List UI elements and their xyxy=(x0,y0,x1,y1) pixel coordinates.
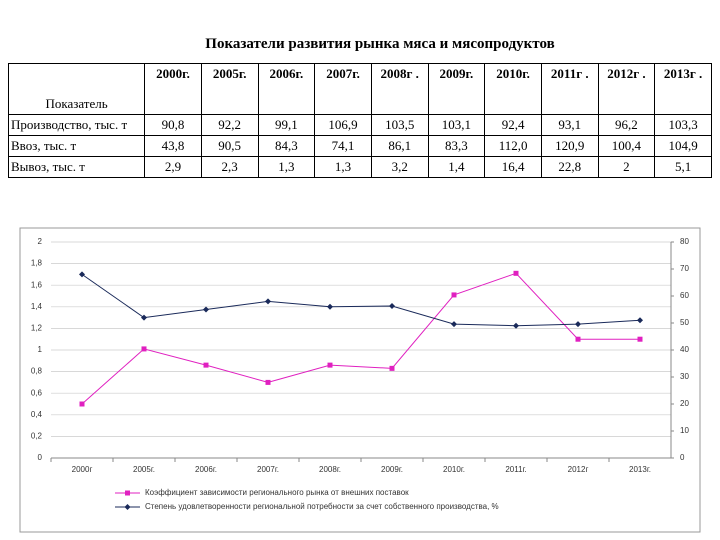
y2-tick-label: 80 xyxy=(680,237,689,246)
y-tick-label: 0,8 xyxy=(31,367,43,376)
y-tick-label: 0,6 xyxy=(31,388,43,397)
data-table: Показатель 2000г. 2005г. 2006г. 2007г. 2008г … xyxy=(7,63,712,178)
table-cell: 1,3 xyxy=(257,156,316,178)
table-cell: 2,3 xyxy=(200,156,259,178)
y-tick-label: 0,4 xyxy=(31,410,43,419)
table-cell: 92,4 xyxy=(484,114,542,136)
point xyxy=(141,346,147,352)
table-cell: 2008г . xyxy=(370,63,429,115)
point xyxy=(265,298,271,305)
table-row: Вывоз, тыс. т 2,9 2,3 1,3 1,3 3,2 1,4 16,4 22,8 2… xyxy=(7,156,712,178)
table-cell: 2006г. xyxy=(257,63,316,115)
legend-marker xyxy=(125,490,130,496)
legend-label: Коэффициент зависимости регионального ры… xyxy=(145,488,409,497)
x-tick-label: 2005г. xyxy=(133,465,155,474)
point xyxy=(575,336,581,342)
x-tick-label: 2011г. xyxy=(505,465,526,474)
table-row: Производство, тыс. т 90,8 92,2 99,1 106,9 103… xyxy=(7,114,712,136)
table-cell: Показатель xyxy=(7,63,146,115)
x-tick-label: 2009г. xyxy=(381,465,403,474)
point xyxy=(327,362,333,368)
point xyxy=(637,336,643,342)
table-cell: 104,9 xyxy=(654,135,712,157)
y2-tick-label: 50 xyxy=(680,318,689,327)
y-tick-label: 1,4 xyxy=(31,302,43,311)
table-cell: 96,2 xyxy=(597,114,656,136)
point xyxy=(389,302,395,309)
table-cell: 43,8 xyxy=(144,135,202,157)
table-cell: 2010г. xyxy=(484,63,542,115)
table-cell: 2007г. xyxy=(314,63,372,115)
table-cell: 120,9 xyxy=(540,135,599,157)
x-tick-label: 2008г. xyxy=(319,465,341,474)
point xyxy=(203,362,209,368)
point xyxy=(451,292,457,298)
table-cell: 1,3 xyxy=(314,156,372,178)
y-tick-label: 2 xyxy=(38,237,43,246)
chart-frame xyxy=(19,227,701,533)
point xyxy=(637,317,643,324)
table-cell: 93,1 xyxy=(540,114,599,136)
legend-label: Степень удовлетворенности региональной п… xyxy=(145,502,499,511)
y-tick-label: 1 xyxy=(38,345,43,354)
point xyxy=(203,306,209,313)
y2-tick-label: 40 xyxy=(680,345,689,354)
table-cell: Производство, тыс. т xyxy=(7,114,146,136)
table-cell: 3,2 xyxy=(370,156,429,178)
y-tick-label: 1,2 xyxy=(31,324,43,333)
y-tick-label: 0 xyxy=(38,453,43,462)
y2-tick-label: 0 xyxy=(680,453,685,462)
table-cell: Вывоз, тыс. т xyxy=(7,156,146,178)
point xyxy=(575,321,581,328)
table-cell: 2012г . xyxy=(597,63,656,115)
point xyxy=(389,365,395,371)
series-line xyxy=(81,272,640,405)
x-tick-label: 2006г. xyxy=(195,465,217,474)
y-tick-label: 1,6 xyxy=(31,280,43,289)
table-row: Показатель 2000г. 2005г. 2006г. 2007г. 2008г … xyxy=(7,63,712,115)
page-title: Показатели развития рынка мяса и мясопро… xyxy=(205,36,555,52)
point xyxy=(141,314,147,321)
y2-tick-label: 60 xyxy=(680,291,689,300)
x-tick-label: 2010г. xyxy=(443,465,465,474)
x-tick-label: 2000г xyxy=(72,465,93,474)
table-cell: 2005г. xyxy=(200,63,259,115)
point xyxy=(513,270,519,276)
x-tick-label: 2013г. xyxy=(629,465,651,474)
point xyxy=(79,271,85,278)
point xyxy=(451,321,457,328)
y-tick-label: 0,2 xyxy=(31,432,43,441)
y-tick-label: 1,8 xyxy=(31,259,43,268)
table-cell: 1,4 xyxy=(427,156,486,178)
table-row: Ввоз, тыс. т 43,8 90,5 84,3 74,1 86,1 83,3 112,… xyxy=(7,135,712,157)
table-cell: 106,9 xyxy=(314,114,372,136)
table-cell: 103,1 xyxy=(427,114,486,136)
x-tick-label: 2012г xyxy=(568,465,589,474)
table-cell: 5,1 xyxy=(654,156,712,178)
point xyxy=(79,401,85,407)
table-cell: 16,4 xyxy=(484,156,542,178)
point xyxy=(513,322,519,329)
point xyxy=(265,379,271,385)
table-cell: 2009г. xyxy=(427,63,486,115)
series-line xyxy=(81,273,641,327)
table-cell: 2 xyxy=(597,156,656,178)
y2-tick-label: 20 xyxy=(680,399,689,408)
table-cell: 2013г . xyxy=(654,63,712,115)
y2-tick-label: 30 xyxy=(680,372,689,381)
y2-tick-label: 10 xyxy=(680,426,689,435)
y2-tick-label: 70 xyxy=(680,264,689,273)
table-cell: 22,8 xyxy=(540,156,599,178)
point xyxy=(327,303,333,310)
x-tick-label: 2007г. xyxy=(257,465,279,474)
table-cell: 2000г. xyxy=(144,63,202,115)
table-cell: Ввоз, тыс. т xyxy=(7,135,146,157)
legend-marker xyxy=(124,504,131,510)
